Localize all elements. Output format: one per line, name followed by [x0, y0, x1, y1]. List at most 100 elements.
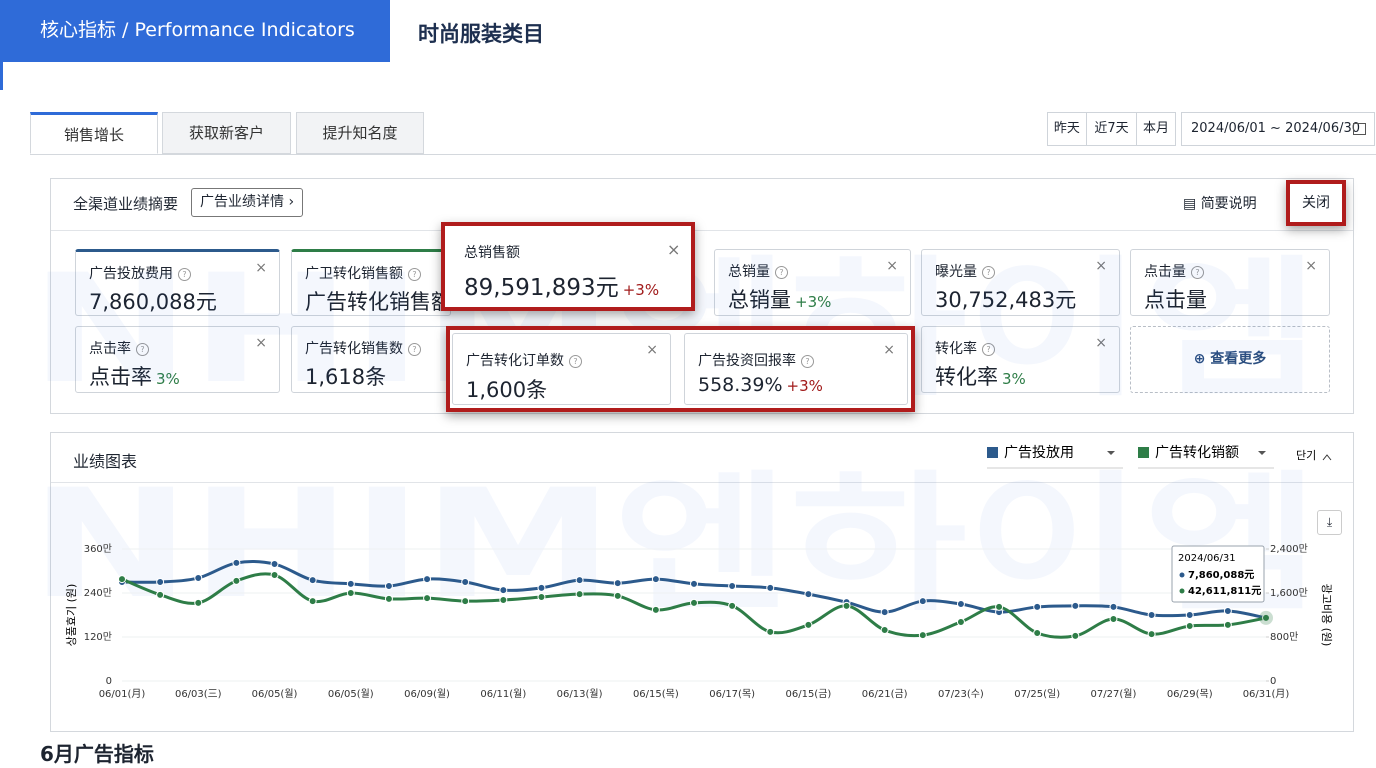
date-range[interactable]: 2024/06/01 ~ 2024/06/30: [1181, 112, 1375, 146]
data-point: [308, 576, 317, 585]
data-point: [1223, 606, 1232, 615]
data-point: [880, 626, 889, 635]
y-tick-label: 360만: [84, 543, 112, 555]
x-tick-label: 06/09(월): [404, 688, 450, 700]
kpi-label: 点击率?: [89, 338, 149, 358]
download-button[interactable]: ⤓: [1317, 510, 1342, 535]
kpi-card: 广告投资回报率? × 558.39% +3%: [684, 333, 908, 405]
data-point: [499, 595, 508, 604]
tab[interactable]: 提升知名度: [296, 112, 424, 154]
data-point: [1223, 620, 1232, 629]
data-point: [156, 578, 165, 586]
close-icon[interactable]: ×: [1095, 335, 1107, 351]
close-icon[interactable]: ×: [1305, 258, 1317, 274]
y2-axis-label: 광고비용 (원): [1320, 584, 1333, 647]
close-icon[interactable]: ×: [886, 258, 898, 274]
close-button[interactable]: 关闭: [1302, 195, 1330, 211]
data-point: [995, 602, 1004, 611]
data-point: [842, 601, 851, 610]
data-point: [1109, 615, 1118, 624]
close-icon[interactable]: ×: [1095, 258, 1107, 274]
data-point: [270, 571, 279, 580]
header-title: 核心指标 / Performance Indicators: [40, 19, 355, 41]
footer-title: 6月广告指标: [40, 742, 154, 766]
data-point: [728, 601, 737, 610]
detail-button[interactable]: 广告业绩详情 ›: [191, 188, 304, 217]
data-point: [384, 582, 393, 591]
data-point: [956, 600, 965, 608]
y-tick-label: 0: [106, 676, 112, 687]
x-tick-label: 06/29(목): [1167, 688, 1213, 700]
more-card[interactable]: ⊕ 查看更多: [1130, 326, 1330, 393]
panel-divider: [51, 482, 1353, 483]
tab[interactable]: 销售增长: [30, 112, 158, 154]
legend-swatch: [1138, 447, 1149, 458]
tooltip-dot: [1179, 572, 1185, 578]
help-icon: ?: [408, 343, 421, 356]
data-point: [651, 575, 660, 584]
kpi-label: 广告投资回报率?: [698, 350, 814, 370]
kpi-card: 广卫转化销售额? 广告转化销售额: [291, 249, 451, 316]
legend-swatch: [987, 447, 998, 458]
x-tick-label: 06/15(금): [785, 688, 831, 700]
kpi-value: 1,618条: [305, 365, 387, 389]
category-title: 时尚服装类目: [418, 22, 544, 46]
data-point: [1033, 602, 1042, 611]
date-option[interactable]: 本月: [1143, 121, 1170, 136]
close-icon[interactable]: ×: [646, 342, 658, 358]
tooltip-value: 7,860,088元: [1188, 569, 1254, 581]
data-point: [956, 617, 965, 626]
data-point: [690, 598, 698, 607]
tooltip-box: [1171, 545, 1265, 603]
date-option[interactable]: 近7天: [1087, 113, 1138, 145]
tab[interactable]: 获取新客户: [162, 112, 291, 154]
kpi-card: 转化率? × 转化率 3%: [921, 326, 1120, 393]
kpi-label: 曝光量?: [935, 261, 995, 281]
data-point: [194, 598, 203, 607]
data-point: [499, 586, 508, 595]
tooltip-dot: [1179, 588, 1185, 594]
kpi-value: 7,860,088元: [89, 290, 217, 314]
calendar-icon: [1353, 123, 1366, 135]
summary-title: 全渠道业绩摘要: [73, 195, 179, 213]
kpi-change: +3%: [622, 281, 660, 299]
data-point: [918, 597, 927, 606]
date-range-text: 2024/06/01 ~ 2024/06/30: [1191, 121, 1361, 136]
kpi-card: 广告转化订单数? × 1,600条: [452, 333, 671, 405]
kpi-change: 3%: [1002, 370, 1026, 388]
collapse-icon: [1322, 454, 1332, 461]
kpi-change: +3%: [786, 377, 823, 395]
chart-panel-title: 业绩图表: [73, 452, 138, 471]
kpi-label: 总销量?: [728, 261, 788, 281]
kpi-card: 总销量? × 总销量 +3%: [714, 249, 911, 316]
x-tick-label: 06/03(三): [175, 689, 222, 700]
close-icon[interactable]: ×: [255, 335, 267, 351]
kpi-label: 广告投放费用?: [89, 263, 191, 283]
x-tick-label: 07/23(수): [938, 688, 984, 700]
close-icon[interactable]: ×: [883, 342, 895, 358]
y2-tick-label: 800만: [1270, 631, 1298, 643]
close-icon[interactable]: ×: [255, 260, 267, 276]
data-point: [537, 593, 546, 602]
help-icon: ?: [982, 266, 995, 279]
help-icon: ?: [408, 268, 421, 281]
x-tick-label: 06/01(月): [99, 688, 146, 700]
tooltip-date: 2024/06/31: [1178, 553, 1236, 564]
kpi-card: 曝光量? × 30,752,483元: [921, 249, 1120, 316]
watermark: NHIM엔하이엠: [30, 458, 1320, 632]
kpi-value: 点击率: [89, 365, 152, 389]
data-point: [232, 558, 241, 567]
data-point: [384, 594, 393, 603]
data-point: [804, 590, 813, 599]
data-point: [613, 579, 622, 588]
x-tick-label: 06/31(月): [1243, 688, 1290, 700]
y2-tick-label: 1,600만: [1270, 587, 1308, 599]
date-option[interactable]: 昨天: [1048, 113, 1087, 145]
data-point: [1033, 628, 1042, 637]
data-point: [156, 590, 165, 599]
kpi-card: 广告投放费用? × 7,860,088元: [75, 249, 280, 316]
explain-button[interactable]: ▤ 简要说明: [1183, 196, 1257, 212]
kpi-value: 广告转化销售额: [305, 290, 451, 314]
data-point: [690, 579, 698, 588]
kpi-value-row: 89,591,893元 +3%: [464, 268, 659, 302]
